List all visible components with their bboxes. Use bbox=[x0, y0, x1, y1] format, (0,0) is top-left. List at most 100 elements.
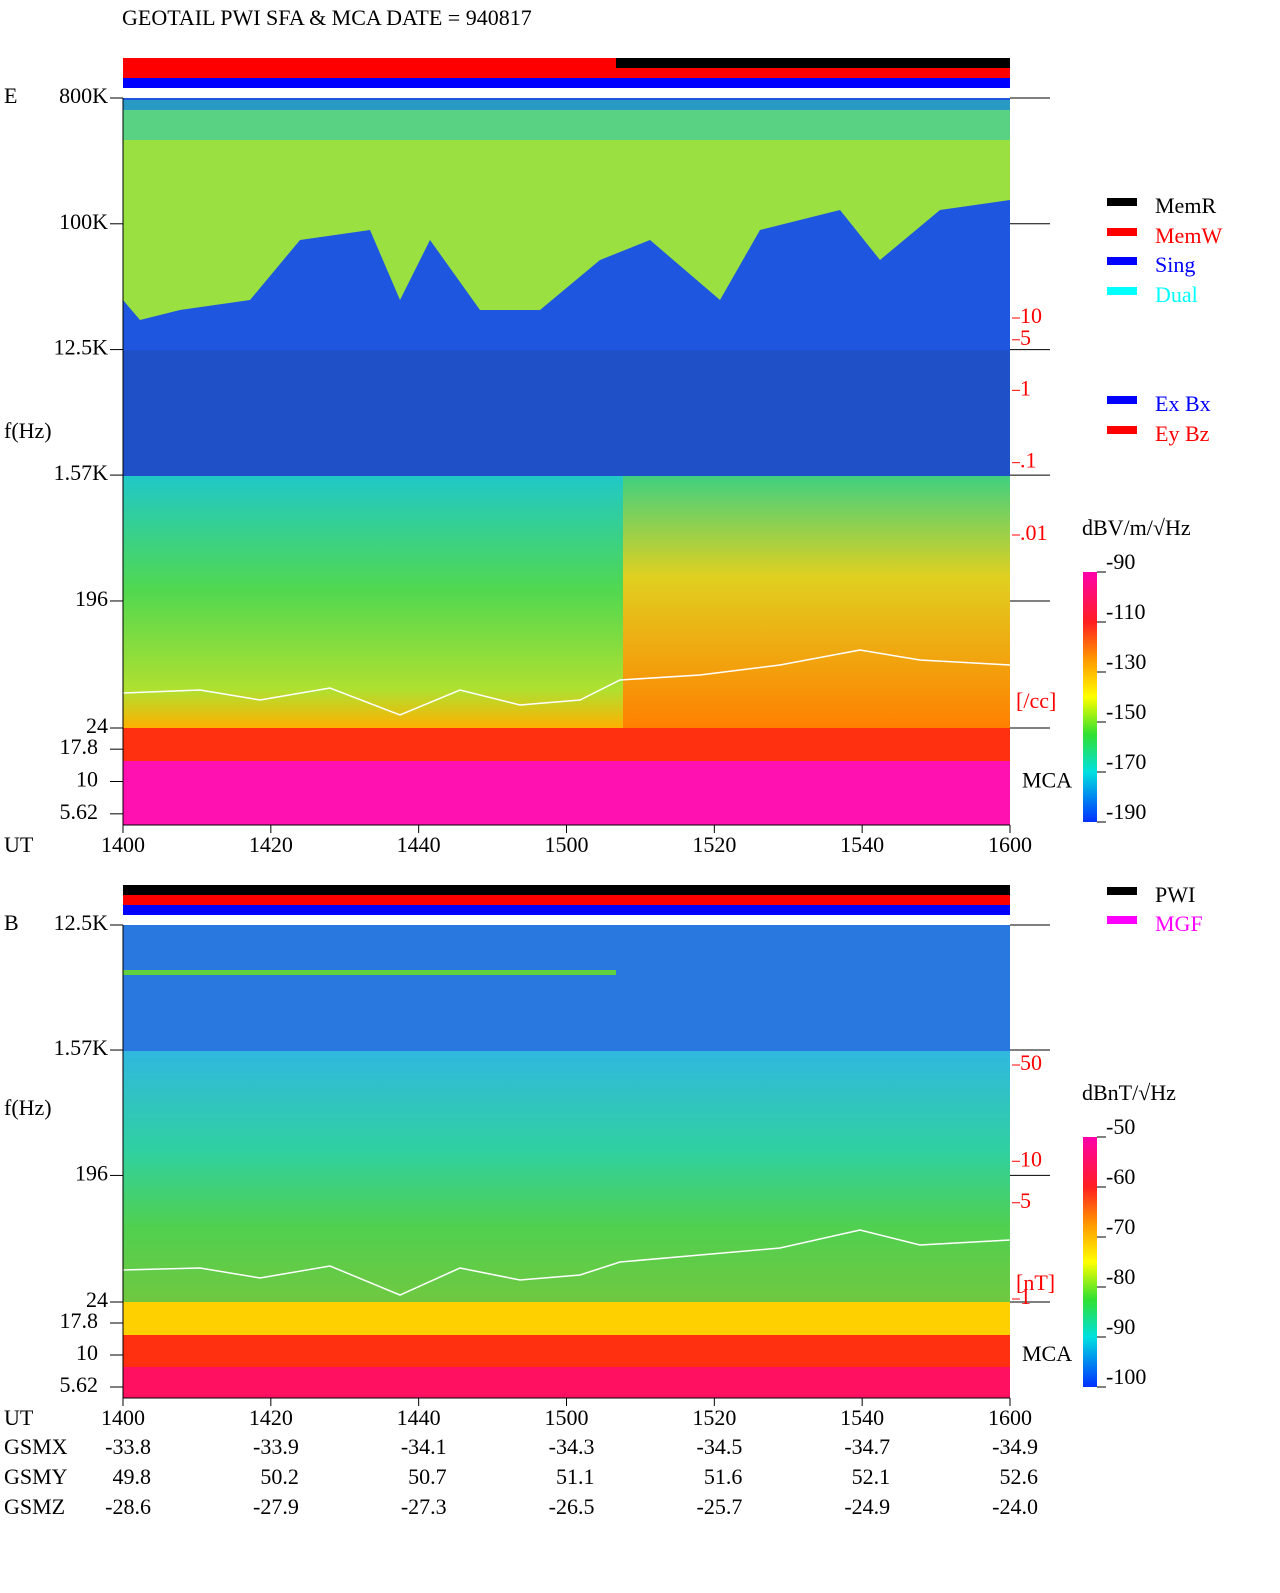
orbit-value: -26.5 bbox=[549, 1494, 595, 1519]
orbit-value: -33.8 bbox=[105, 1434, 151, 1459]
colorbar-tick-label: -70 bbox=[1106, 1214, 1135, 1239]
x-tick-label: 1520 bbox=[692, 832, 736, 857]
y-tick-label: 24 bbox=[86, 713, 108, 738]
x-tick-label: 1540 bbox=[840, 832, 884, 857]
spectrogram-band bbox=[123, 476, 623, 728]
colorbar-tick-label: -60 bbox=[1106, 1164, 1135, 1189]
legend-swatch bbox=[1107, 198, 1137, 206]
spectrogram-band bbox=[123, 1051, 1010, 1302]
colorbar-tick-label: -190 bbox=[1106, 799, 1146, 824]
x-tick-label: 1540 bbox=[840, 1405, 884, 1430]
legend-label: Sing bbox=[1155, 252, 1195, 277]
x-tick-label: 1520 bbox=[692, 1405, 736, 1430]
y-tick-label: 1.57K bbox=[54, 1035, 109, 1060]
y-tick-label: 800K bbox=[59, 83, 108, 108]
x-tick-label: 1420 bbox=[249, 1405, 293, 1430]
x-axis-label: UT bbox=[4, 832, 34, 857]
legend-swatch bbox=[1107, 287, 1137, 295]
spectrogram-band bbox=[123, 970, 616, 975]
spectrogram-band bbox=[123, 110, 1010, 320]
density-tick-label: .1 bbox=[1020, 448, 1037, 473]
x-tick-label: 1440 bbox=[397, 1405, 441, 1430]
colorbar-tick-label: -110 bbox=[1106, 599, 1146, 624]
mode-bar bbox=[123, 58, 616, 68]
x-tick-label: 1500 bbox=[545, 832, 589, 857]
legend-swatch bbox=[1107, 426, 1137, 434]
colorbar-tick-label: -90 bbox=[1106, 549, 1135, 574]
legend-label: MemW bbox=[1155, 223, 1222, 248]
mode-bar bbox=[123, 885, 1010, 895]
y-tick-label: 100K bbox=[59, 209, 108, 234]
orbit-value: -34.7 bbox=[844, 1434, 890, 1459]
x-tick-label: 1400 bbox=[101, 832, 145, 857]
orbit-value: -28.6 bbox=[105, 1494, 151, 1519]
panel-label: B bbox=[4, 910, 19, 935]
density-tick-label: 50 bbox=[1020, 1050, 1042, 1075]
legend-swatch bbox=[1107, 257, 1137, 265]
orbit-value: 49.8 bbox=[113, 1464, 152, 1489]
orbit-value: -27.9 bbox=[253, 1494, 299, 1519]
legend-swatch bbox=[1107, 228, 1137, 236]
x-axis-label: UT bbox=[4, 1405, 34, 1430]
colorbar-tick-label: -170 bbox=[1106, 749, 1146, 774]
mca-label: MCA bbox=[1022, 1341, 1072, 1366]
x-tick-label: 1600 bbox=[988, 832, 1032, 857]
y-tick-label: 196 bbox=[75, 1160, 108, 1185]
colorbar bbox=[1083, 572, 1097, 822]
title: GEOTAIL PWI SFA & MCA DATE = 940817 bbox=[122, 5, 532, 30]
x-tick-label: 1400 bbox=[101, 1405, 145, 1430]
colorbar-label: dBnT/√Hz bbox=[1082, 1080, 1176, 1105]
orbit-value: 52.1 bbox=[852, 1464, 891, 1489]
spectrogram-band bbox=[123, 350, 1010, 476]
panel-label: E bbox=[4, 83, 17, 108]
y-tick-label: 196 bbox=[75, 586, 108, 611]
density-tick-label: 5 bbox=[1020, 325, 1031, 350]
density-tick-label: 1 bbox=[1020, 375, 1031, 400]
density-label: [/cc] bbox=[1016, 688, 1056, 713]
density-tick-label: 5 bbox=[1020, 1188, 1031, 1213]
colorbar-tick-label: -100 bbox=[1106, 1364, 1146, 1389]
orbit-value: -24.0 bbox=[992, 1494, 1038, 1519]
colorbar-tick-label: -130 bbox=[1106, 649, 1146, 674]
mca-tick-label: 17.8 bbox=[60, 1308, 99, 1333]
colorbar-tick-label: -90 bbox=[1106, 1314, 1135, 1339]
legend-label: MemR bbox=[1155, 193, 1216, 218]
mca-tick-label: 10 bbox=[76, 1340, 98, 1365]
orbit-value: 50.7 bbox=[408, 1464, 447, 1489]
density-tick-label: 10 bbox=[1020, 1146, 1042, 1171]
spectrogram-band bbox=[123, 1335, 1010, 1367]
density-trace bbox=[122, 649, 1011, 716]
orbit-value: -33.9 bbox=[253, 1434, 299, 1459]
density-tick-label: 10 bbox=[1020, 303, 1042, 328]
orbit-value: -25.7 bbox=[697, 1494, 743, 1519]
mca-tick-label: 5.62 bbox=[60, 799, 99, 824]
colorbar-tick-label: -80 bbox=[1106, 1264, 1135, 1289]
y-axis-label: f(Hz) bbox=[4, 418, 52, 443]
orbit-value: -27.3 bbox=[401, 1494, 447, 1519]
spectrogram-band bbox=[123, 100, 1010, 140]
colorbar-tick-label: -50 bbox=[1106, 1114, 1135, 1139]
mode-bar bbox=[123, 68, 1010, 78]
legend-swatch bbox=[1107, 396, 1137, 404]
legend-label: Dual bbox=[1155, 282, 1198, 307]
spectrogram-band bbox=[123, 925, 1010, 1051]
orbit-value: -24.9 bbox=[844, 1494, 890, 1519]
spectrogram-band bbox=[623, 476, 1010, 728]
legend-label: Ey Bz bbox=[1155, 421, 1210, 446]
y-tick-label: 12.5K bbox=[54, 910, 109, 935]
spectrogram-band bbox=[123, 728, 1010, 761]
orbit-value: 50.2 bbox=[260, 1464, 299, 1489]
legend-label: PWI bbox=[1155, 882, 1195, 907]
mca-tick-label: 10 bbox=[76, 767, 98, 792]
orbit-value: -34.3 bbox=[549, 1434, 595, 1459]
spectrogram-band bbox=[123, 1302, 1010, 1335]
mca-label: MCA bbox=[1022, 768, 1072, 793]
orbit-value: 52.6 bbox=[1000, 1464, 1039, 1489]
orbit-value: -34.5 bbox=[697, 1434, 743, 1459]
density-tick-label: .01 bbox=[1020, 520, 1048, 545]
colorbar-label: dBV/m/√Hz bbox=[1082, 515, 1191, 540]
spectrogram-band bbox=[123, 1367, 1010, 1398]
mca-tick-label: 17.8 bbox=[60, 734, 99, 759]
x-tick-label: 1600 bbox=[988, 1405, 1032, 1430]
